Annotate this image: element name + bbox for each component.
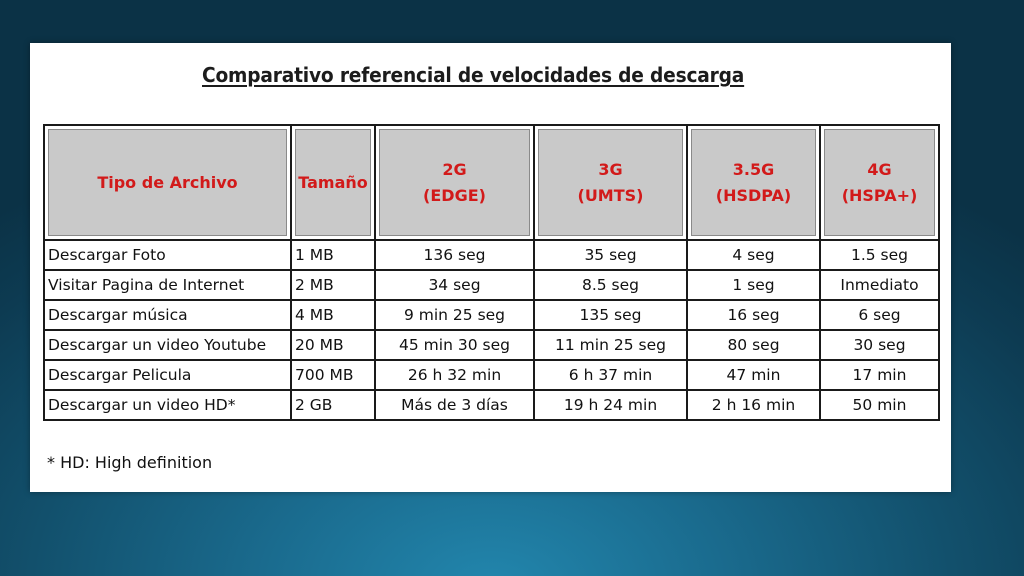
- cell-2g: 45 min 30 seg: [374, 329, 535, 361]
- table-row: Descargar un video Youtube 20 MB 45 min …: [43, 329, 940, 361]
- cell-4g: 6 seg: [819, 299, 940, 331]
- cell-3-5g: 4 seg: [686, 239, 821, 271]
- table-header-row: Tipo de Archivo Tamaño 2G (EDGE) 3G (UMT…: [43, 124, 940, 241]
- header-sublabel: (EDGE): [423, 185, 486, 205]
- cell-size: 2 MB: [290, 269, 376, 301]
- cell-size: 20 MB: [290, 329, 376, 361]
- cell-4g: 17 min: [819, 359, 940, 391]
- cell-2g: 34 seg: [374, 269, 535, 301]
- header-2g: 2G (EDGE): [374, 124, 535, 241]
- cell-3-5g: 1 seg: [686, 269, 821, 301]
- cell-2g: 136 seg: [374, 239, 535, 271]
- cell-size: 700 MB: [290, 359, 376, 391]
- cell-4g: Inmediato: [819, 269, 940, 301]
- header-sublabel: (HSPA+): [841, 185, 918, 205]
- cell-file-type: Descargar música: [43, 299, 292, 331]
- cell-4g: 30 seg: [819, 329, 940, 361]
- table-row: Descargar Foto 1 MB 136 seg 35 seg 4 seg…: [43, 239, 940, 271]
- speed-comparison-table: Tipo de Archivo Tamaño 2G (EDGE) 3G (UMT…: [43, 124, 940, 421]
- cell-size: 4 MB: [290, 299, 376, 331]
- slide-card: Comparativo referencial de velocidades d…: [30, 43, 951, 492]
- cell-3-5g: 2 h 16 min: [686, 389, 821, 421]
- cell-2g: 26 h 32 min: [374, 359, 535, 391]
- page-title: Comparativo referencial de velocidades d…: [202, 63, 745, 87]
- header-size: Tamaño: [290, 124, 376, 241]
- table-row: Descargar música 4 MB 9 min 25 seg 135 s…: [43, 299, 940, 331]
- table-row: Visitar Pagina de Internet 2 MB 34 seg 8…: [43, 269, 940, 301]
- cell-size: 2 GB: [290, 389, 376, 421]
- cell-3g: 35 seg: [533, 239, 688, 271]
- table-row: Descargar Pelicula 700 MB 26 h 32 min 6 …: [43, 359, 940, 391]
- cell-file-type: Descargar un video Youtube: [43, 329, 292, 361]
- cell-4g: 50 min: [819, 389, 940, 421]
- cell-size: 1 MB: [290, 239, 376, 271]
- header-sublabel: (UMTS): [577, 185, 644, 205]
- cell-file-type: Descargar Pelicula: [43, 359, 292, 391]
- cell-3g: 8.5 seg: [533, 269, 688, 301]
- header-3g: 3G (UMTS): [533, 124, 688, 241]
- footnote: * HD: High definition: [47, 453, 213, 472]
- header-sublabel: (HSDPA): [715, 185, 792, 205]
- header-file-type: Tipo de Archivo: [43, 124, 292, 241]
- header-label: 3.5G: [732, 159, 775, 179]
- cell-file-type: Visitar Pagina de Internet: [43, 269, 292, 301]
- header-label: 3G: [598, 159, 623, 179]
- cell-2g: Más de 3 días: [374, 389, 535, 421]
- header-label: Tipo de Archivo: [97, 172, 238, 192]
- table-row: Descargar un video HD* 2 GB Más de 3 día…: [43, 389, 940, 421]
- cell-2g: 9 min 25 seg: [374, 299, 535, 331]
- cell-3g: 6 h 37 min: [533, 359, 688, 391]
- cell-3g: 11 min 25 seg: [533, 329, 688, 361]
- cell-4g: 1.5 seg: [819, 239, 940, 271]
- header-label: 4G: [867, 159, 892, 179]
- cell-3-5g: 80 seg: [686, 329, 821, 361]
- cell-3-5g: 47 min: [686, 359, 821, 391]
- cell-file-type: Descargar un video HD*: [43, 389, 292, 421]
- header-label: 2G: [442, 159, 467, 179]
- cell-3-5g: 16 seg: [686, 299, 821, 331]
- header-4g: 4G (HSPA+): [819, 124, 940, 241]
- header-3-5g: 3.5G (HSDPA): [686, 124, 821, 241]
- header-label: Tamaño: [298, 172, 368, 192]
- cell-3g: 19 h 24 min: [533, 389, 688, 421]
- cell-file-type: Descargar Foto: [43, 239, 292, 271]
- cell-3g: 135 seg: [533, 299, 688, 331]
